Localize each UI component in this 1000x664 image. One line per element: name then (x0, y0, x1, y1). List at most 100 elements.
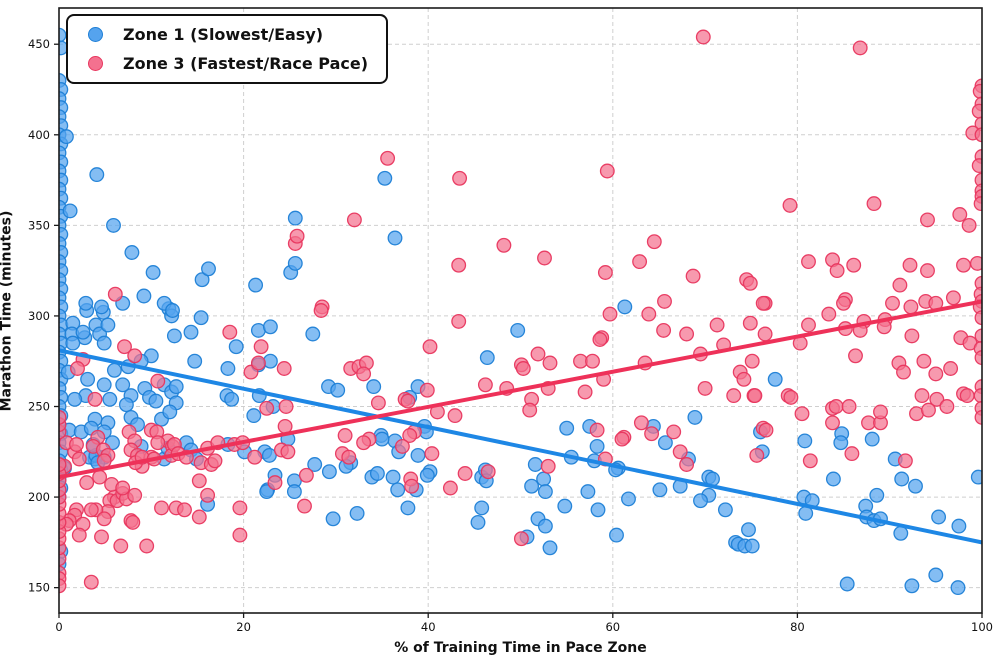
data-point-series0 (136, 288, 152, 304)
data-point-series0 (96, 335, 112, 351)
data-point-series1 (644, 426, 660, 442)
y-tick-label: 300 (28, 309, 50, 323)
data-point-series1 (742, 275, 758, 291)
data-point-series1 (313, 303, 329, 318)
data-point-series0 (106, 362, 122, 378)
data-point-series1 (341, 449, 357, 465)
data-point-series1 (896, 364, 911, 380)
data-point-series0 (224, 391, 240, 407)
data-point-series1 (902, 257, 918, 273)
data-point-series1 (974, 409, 982, 425)
data-point-series1 (945, 290, 961, 306)
data-point-series1 (154, 500, 169, 516)
x-tick-label: 100 (971, 620, 993, 634)
data-point-series1 (974, 172, 982, 188)
data-point-series0 (400, 500, 416, 516)
data-point-series1 (278, 399, 294, 414)
data-point-series1 (496, 237, 512, 253)
data-point-series1 (585, 353, 600, 369)
data-point-series0 (349, 505, 365, 521)
data-point-series0 (931, 509, 947, 525)
data-point-series1 (71, 527, 87, 543)
data-point-series1 (150, 435, 166, 451)
data-point-series0 (287, 210, 303, 226)
data-point-series1 (125, 514, 141, 530)
data-point-series1 (974, 275, 982, 291)
data-point-series0 (220, 361, 236, 376)
data-point-series1 (370, 395, 386, 411)
data-point-series0 (419, 467, 435, 483)
data-point-series0 (78, 295, 94, 311)
data-point-series0 (537, 484, 553, 500)
data-point-series1 (69, 437, 84, 452)
data-point-series1 (971, 158, 982, 174)
data-point-series1 (422, 339, 438, 355)
data-point-series1 (974, 310, 982, 326)
data-point-series1 (247, 449, 263, 465)
data-point-series1 (974, 328, 982, 344)
data-point-series1 (83, 502, 99, 518)
data-point-series1 (921, 402, 936, 418)
data-point-series1 (783, 389, 799, 405)
data-point-series1 (972, 83, 982, 99)
data-point-series0 (557, 498, 573, 514)
data-point-series0 (325, 511, 341, 527)
data-point-series1 (633, 415, 649, 431)
data-point-series1 (259, 400, 275, 416)
data-point-series1 (742, 315, 758, 331)
data-point-series0 (162, 404, 178, 420)
data-point-series1 (232, 500, 248, 516)
data-point-series0 (80, 371, 96, 387)
data-point-series1 (356, 435, 372, 451)
data-point-series1 (825, 415, 840, 431)
data-point-series1 (94, 529, 109, 545)
data-point-series1 (542, 355, 558, 371)
data-point-series0 (100, 317, 116, 333)
data-point-series1 (577, 384, 593, 400)
y-tick-label: 400 (28, 128, 50, 142)
trend-line-series1 (59, 299, 982, 480)
data-point-series0 (928, 567, 944, 583)
data-point-series1 (71, 451, 87, 467)
data-point-series1 (943, 361, 959, 376)
data-point-series0 (767, 371, 783, 387)
data-point-series0 (262, 353, 278, 369)
data-point-series1 (419, 382, 435, 398)
data-point-series1 (929, 391, 945, 407)
data-point-series1 (177, 502, 192, 518)
data-point-series1 (794, 406, 810, 422)
data-point-series1 (480, 464, 496, 480)
data-point-series0 (825, 471, 841, 487)
data-point-series1 (782, 197, 798, 213)
data-point-series0 (621, 491, 636, 507)
data-point-series1 (70, 361, 85, 376)
data-point-series0 (118, 397, 134, 413)
data-point-series1 (632, 254, 648, 270)
data-point-series0 (287, 255, 303, 271)
data-point-series1 (400, 393, 416, 409)
y-tick-label: 200 (28, 490, 50, 504)
data-point-series1 (150, 373, 166, 389)
data-point-series1 (974, 127, 982, 143)
plot-border (58, 7, 983, 614)
data-point-series0 (410, 447, 426, 463)
data-point-series0 (390, 482, 406, 498)
data-point-series0 (387, 230, 403, 246)
data-point-series1 (844, 446, 860, 462)
data-point-series1 (113, 538, 129, 554)
data-point-series1 (666, 424, 682, 440)
data-point-series1 (592, 332, 608, 347)
data-point-series1 (402, 428, 418, 443)
data-point-series1 (394, 438, 410, 454)
data-point-series0 (580, 484, 596, 500)
data-point-series0 (542, 540, 558, 556)
data-point-series0 (970, 469, 982, 485)
data-point-series0 (102, 391, 118, 407)
data-point-series0 (148, 393, 164, 409)
data-point-series1 (755, 295, 771, 311)
data-point-series0 (537, 518, 553, 534)
data-point-series1 (96, 511, 112, 527)
legend-label-zone3: Zone 3 (Fastest/Race Pace) (123, 54, 369, 73)
data-point-series0 (65, 335, 81, 351)
